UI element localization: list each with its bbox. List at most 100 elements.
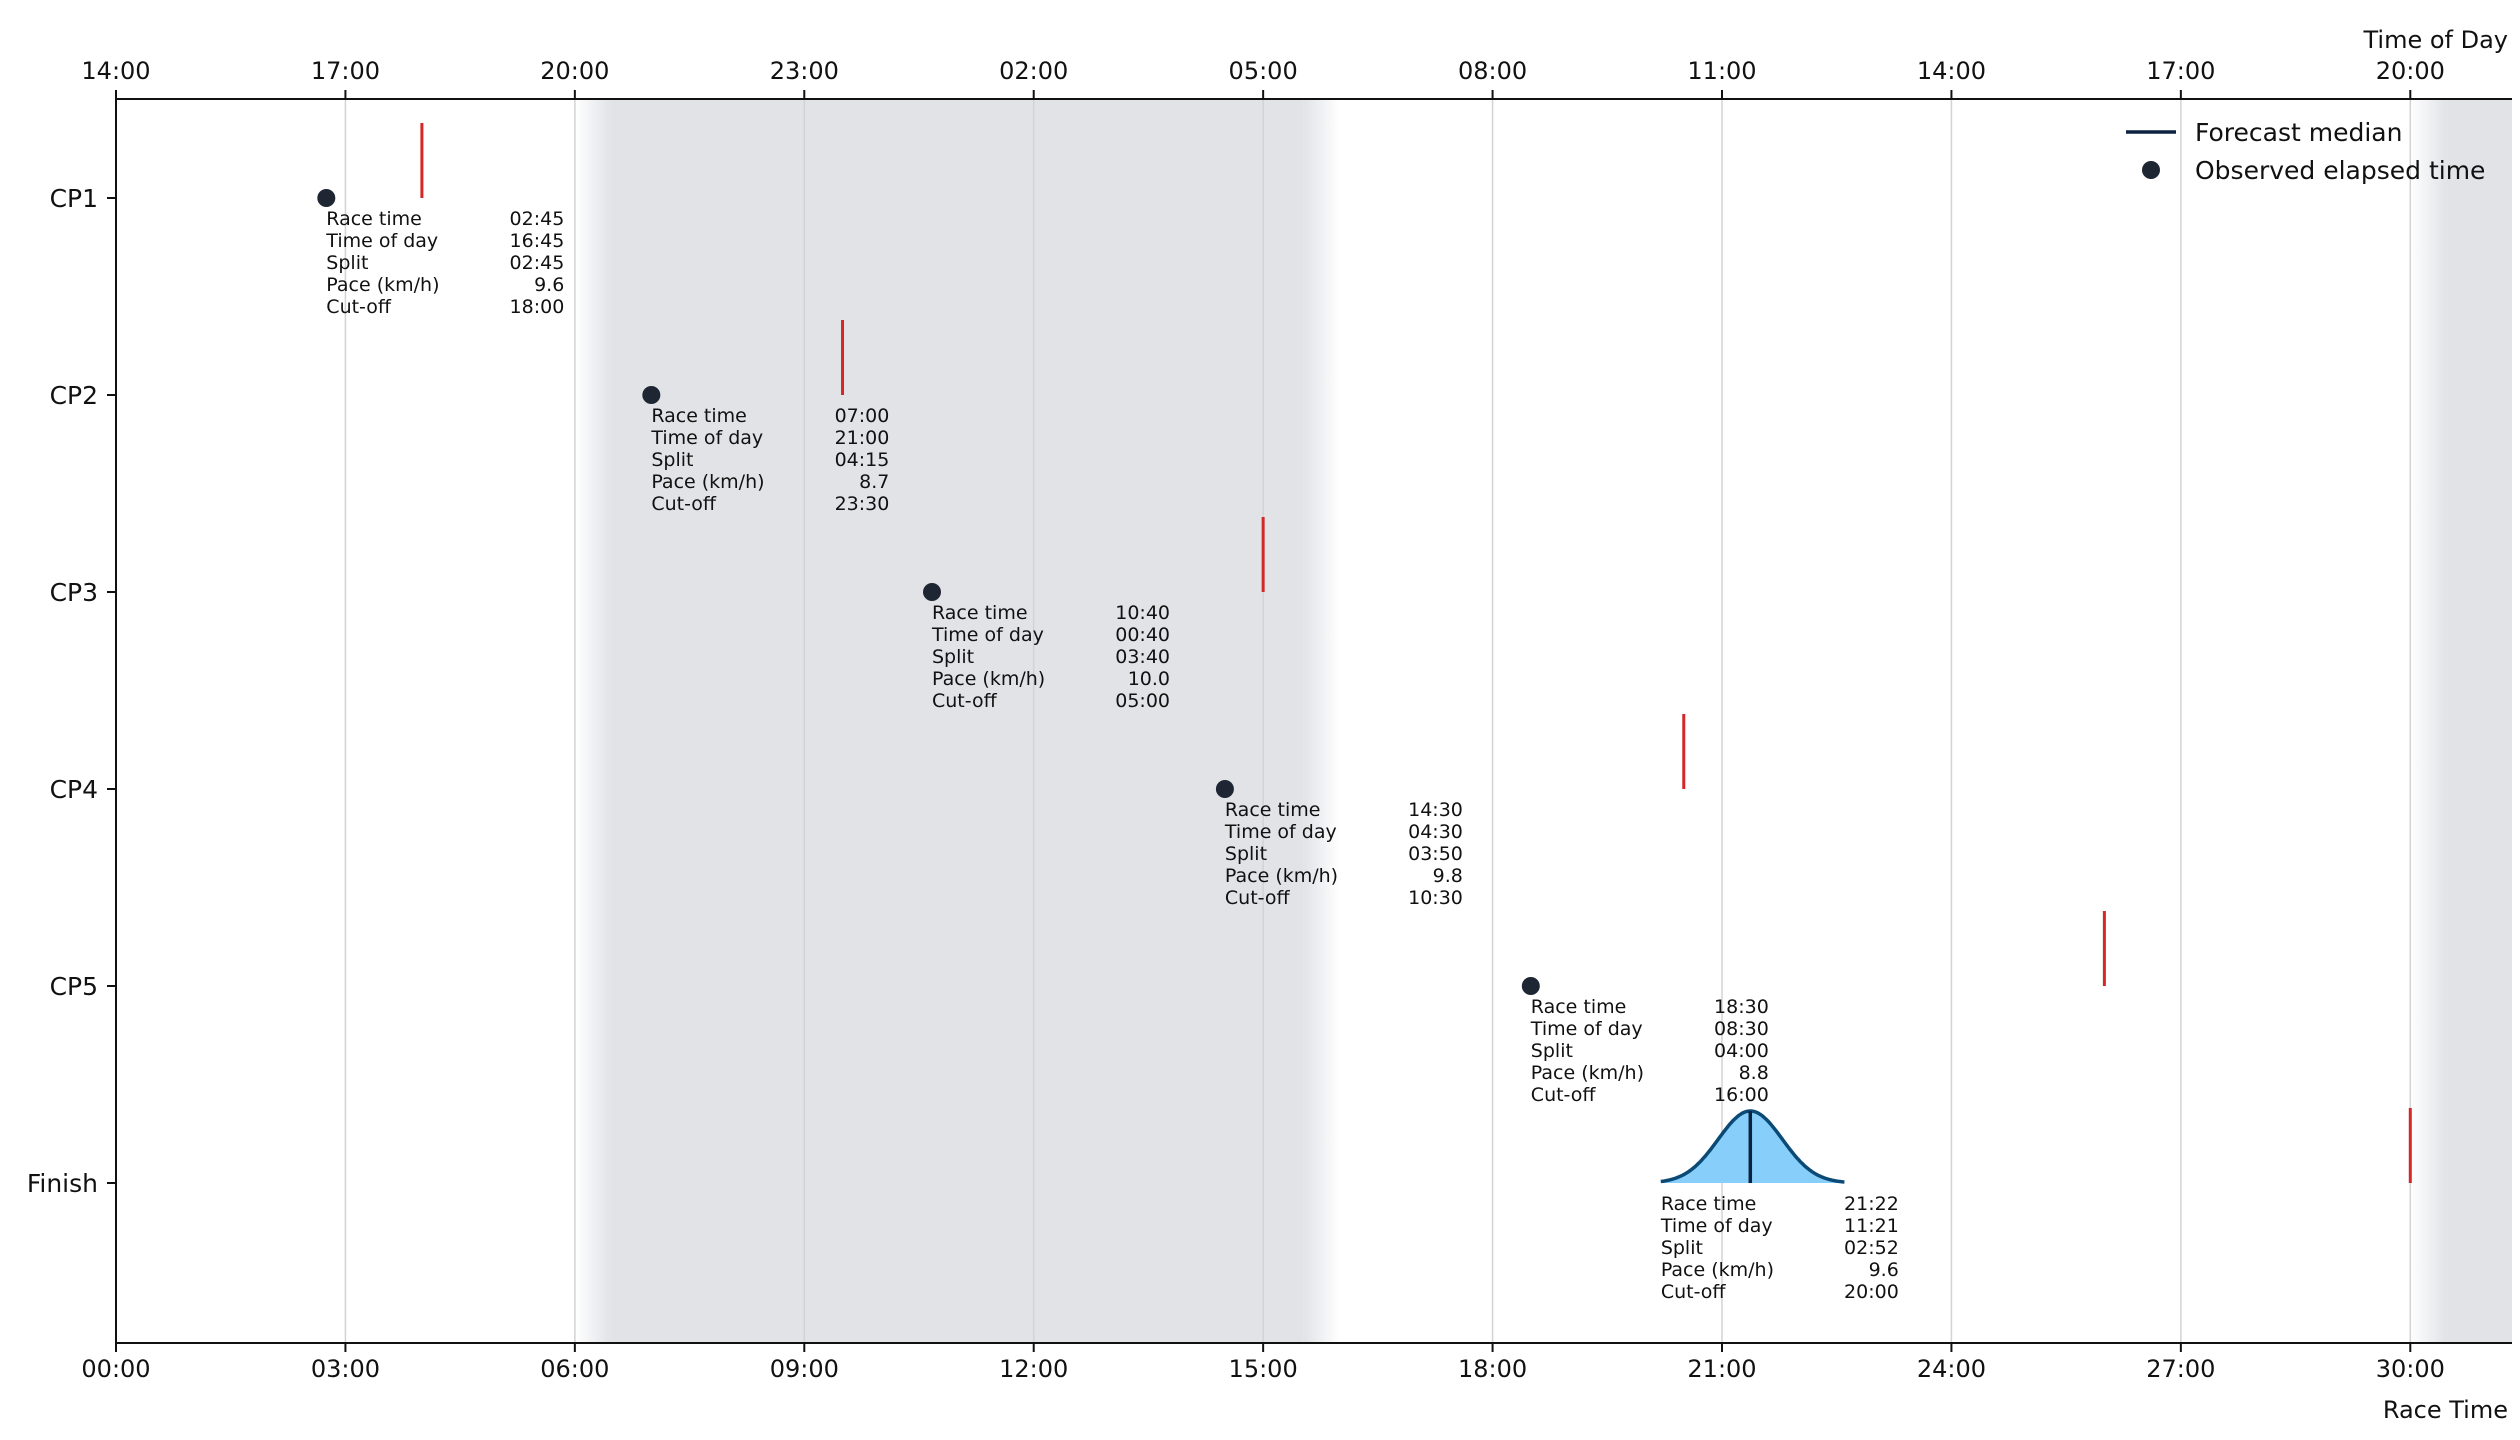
info-label: Time of day xyxy=(325,230,438,252)
info-value: 05:00 xyxy=(1115,690,1170,712)
forecast-distribution-fill xyxy=(1660,1111,1845,1183)
info-label: Race time xyxy=(326,208,422,230)
info-value: 23:30 xyxy=(835,493,890,515)
info-value: 10:30 xyxy=(1408,887,1463,909)
legend-observed-marker xyxy=(2142,161,2160,179)
top-tick-label: 17:00 xyxy=(2146,57,2215,85)
info-value: 03:50 xyxy=(1408,843,1463,865)
observed-point xyxy=(1215,780,1234,798)
info-label: Time of day xyxy=(1224,821,1337,843)
category-label: CP3 xyxy=(50,578,98,607)
info-value: 21:22 xyxy=(1844,1193,1899,1215)
observed-point xyxy=(923,583,942,601)
info-value: 07:00 xyxy=(835,405,890,427)
top-tick-label: 08:00 xyxy=(1458,57,1527,85)
top-tick-label: 20:00 xyxy=(2376,57,2445,85)
info-value: 8.8 xyxy=(1739,1062,1769,1084)
info-label: Split xyxy=(932,646,974,668)
info-value: 02:52 xyxy=(1844,1237,1899,1259)
legend: Forecast median Observed elapsed time xyxy=(2126,118,2485,185)
info-value: 02:45 xyxy=(510,208,565,230)
info-value: 04:15 xyxy=(835,449,890,471)
info-value: 9.6 xyxy=(534,274,564,296)
night-shading xyxy=(574,99,2512,1343)
top-tick-label: 20:00 xyxy=(540,57,609,85)
top-tick-label: 02:00 xyxy=(999,57,1068,85)
info-label: Split xyxy=(1661,1237,1703,1259)
bottom-tick-label: 21:00 xyxy=(1687,1355,1756,1383)
info-value: 18:00 xyxy=(510,296,565,318)
forecast-distribution xyxy=(1660,1109,1845,1184)
bottom-tick-label: 18:00 xyxy=(1458,1355,1527,1383)
observed-point xyxy=(642,386,661,404)
night-band-fade-in xyxy=(574,99,611,1343)
info-value: 11:21 xyxy=(1844,1215,1899,1237)
bottom-tick-label: 00:00 xyxy=(81,1355,150,1383)
info-label: Cut-off xyxy=(1531,1084,1597,1106)
bottom-tick-label: 24:00 xyxy=(1917,1355,1986,1383)
info-value: 9.8 xyxy=(1433,865,1463,887)
info-box: Race time 07:00 Time of day 21:00 Split 04:15… xyxy=(650,405,889,515)
top-tick-label: 14:00 xyxy=(1917,57,1986,85)
info-value: 02:45 xyxy=(510,252,565,274)
info-value: 03:40 xyxy=(1115,646,1170,668)
top-tick-label: 14:00 xyxy=(81,57,150,85)
info-label: Race time xyxy=(1531,996,1627,1018)
info-label: Cut-off xyxy=(326,296,392,318)
info-label: Race time xyxy=(1661,1193,1757,1215)
top-tick-label: 23:00 xyxy=(770,57,839,85)
info-value: 8.7 xyxy=(859,471,889,493)
category-label: CP1 xyxy=(50,184,98,213)
info-label: Time of day xyxy=(650,427,763,449)
top-tick-label: 05:00 xyxy=(1229,57,1298,85)
bottom-axis-title: Race Time xyxy=(2383,1396,2508,1424)
info-value: 20:00 xyxy=(1844,1281,1899,1303)
bottom-tick-label: 30:00 xyxy=(2376,1355,2445,1383)
bottom-tick-label: 15:00 xyxy=(1229,1355,1298,1383)
top-axis-title: Time of Day xyxy=(2362,26,2508,54)
info-label: Pace (km/h) xyxy=(932,668,1045,690)
info-value: 16:45 xyxy=(510,230,565,252)
info-label: Pace (km/h) xyxy=(1531,1062,1644,1084)
info-box: Race time 14:30 Time of day 04:30 Split 03:50… xyxy=(1224,799,1463,909)
info-box: Race time 21:22 Time of day 11:21 Split 02:52… xyxy=(1660,1193,1899,1303)
info-value: 08:30 xyxy=(1714,1018,1769,1040)
info-label: Race time xyxy=(651,405,747,427)
info-value: 18:30 xyxy=(1714,996,1769,1018)
info-label: Split xyxy=(326,252,368,274)
bottom-tick-label: 06:00 xyxy=(540,1355,609,1383)
info-label: Cut-off xyxy=(1225,887,1291,909)
info-label: Split xyxy=(1225,843,1267,865)
info-value: 00:40 xyxy=(1115,624,1170,646)
info-box: Race time 18:30 Time of day 08:30 Split 04:00… xyxy=(1530,996,1769,1106)
info-box: Race time 02:45 Time of day 16:45 Split 02:45… xyxy=(325,208,564,318)
night-band xyxy=(610,99,1304,1343)
info-label: Cut-off xyxy=(932,690,998,712)
info-label: Split xyxy=(651,449,693,471)
axes: 14:00 17:00 20:00 23:00 02:00 05:00 08:00 11:00… xyxy=(27,57,2512,1383)
info-label: Cut-off xyxy=(1661,1281,1727,1303)
bottom-tick-label: 09:00 xyxy=(770,1355,839,1383)
forecast-distribution-curve xyxy=(1660,1109,1845,1184)
night-band xyxy=(2446,99,2512,1343)
bottom-tick-label: 27:00 xyxy=(2146,1355,2215,1383)
info-label: Split xyxy=(1531,1040,1573,1062)
category-label: CP5 xyxy=(50,972,98,1001)
bottom-tick-label: 12:00 xyxy=(999,1355,1068,1383)
observed-points xyxy=(317,189,1540,995)
info-value: 21:00 xyxy=(835,427,890,449)
info-label: Pace (km/h) xyxy=(651,471,764,493)
info-value: 10.0 xyxy=(1128,668,1170,690)
info-value: 04:00 xyxy=(1714,1040,1769,1062)
observed-point xyxy=(1521,977,1540,995)
info-value: 9.6 xyxy=(1869,1259,1899,1281)
top-tick-label: 17:00 xyxy=(311,57,380,85)
observed-point xyxy=(317,189,336,207)
info-label: Time of day xyxy=(1530,1018,1643,1040)
legend-forecast-label: Forecast median xyxy=(2195,118,2402,147)
info-value: 16:00 xyxy=(1714,1084,1769,1106)
legend-observed-label: Observed elapsed time xyxy=(2195,156,2485,185)
category-label: Finish xyxy=(27,1169,98,1198)
info-label: Race time xyxy=(932,602,1028,624)
info-label: Time of day xyxy=(931,624,1044,646)
